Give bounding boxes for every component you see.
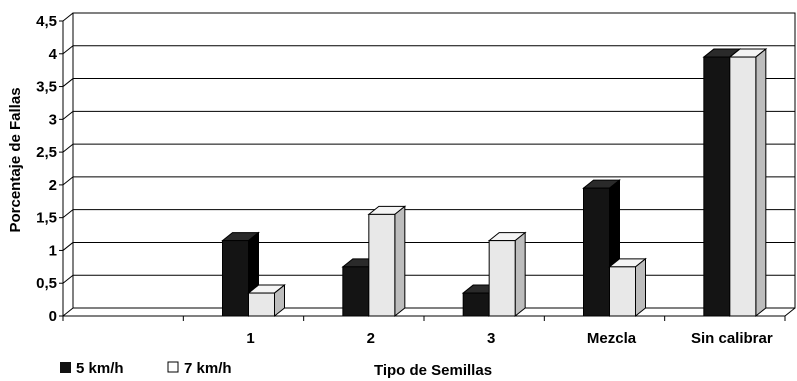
floor-edge [784, 307, 796, 317]
x-tick-label: Sin calibrar [691, 330, 773, 347]
bar-side [394, 205, 406, 318]
x-tick-labels: 1 2 3 Mezcla Sin calibrar [246, 330, 773, 347]
bar-front [222, 240, 249, 317]
x-tick-label: 3 [487, 330, 495, 347]
gridline-side [62, 242, 74, 251]
bar-front [368, 213, 396, 317]
y-tick-label: 3,5 [36, 79, 57, 96]
y-tick-labels: 0 0,5 1 1,5 2 2,5 3 3,5 4 4,5 [36, 13, 58, 325]
axes [59, 20, 796, 321]
y-tick-label: 2,5 [36, 144, 57, 161]
bar-side [755, 48, 767, 318]
bar-7kmh-Mezcla [608, 257, 647, 318]
y-tick-label: 4 [49, 46, 58, 63]
x-tick-label: 2 [367, 330, 375, 347]
bar-5kmh-Mezcla [582, 179, 621, 318]
bar-7kmh-Sin-calibrar [728, 48, 768, 318]
legend-swatch-7kmh [167, 361, 179, 373]
gridline-side [62, 209, 74, 219]
legend-label-7kmh: 7 km/h [184, 360, 232, 377]
legend-swatch-5kmh [60, 362, 71, 373]
x-axis-title: Tipo de Semillas [374, 362, 492, 379]
gridlines [62, 12, 796, 317]
gridline-side [62, 143, 74, 153]
gridline-side [62, 12, 74, 22]
gridline-side [62, 45, 74, 55]
y-axis-title: Porcentaje de Fallas [7, 87, 24, 232]
bar-side [635, 257, 646, 318]
y-tick-label: 3 [49, 111, 57, 128]
bar-7kmh-1 [247, 284, 286, 318]
y-tick-label: 0 [49, 308, 57, 325]
bar-front [583, 187, 610, 317]
plot-frame [72, 12, 796, 309]
gridline-side [62, 307, 74, 317]
bar-front [462, 292, 490, 317]
bar-front [703, 56, 731, 317]
x-tick-label: Mezcla [587, 330, 637, 347]
legend-label-5kmh: 5 km/h [76, 360, 124, 377]
bar-7kmh-2 [367, 205, 407, 318]
bar-front [488, 240, 516, 317]
bar-front [609, 266, 636, 317]
legend: 5 km/h 7 km/h [60, 360, 232, 377]
bar-side [514, 231, 526, 318]
gridline-side [62, 176, 74, 186]
y-tick-label: 4,5 [36, 13, 57, 30]
gridline-side [62, 274, 74, 284]
bars [221, 48, 768, 318]
y-tick-label: 1,5 [36, 210, 57, 227]
gridline-side [62, 78, 74, 87]
bar-7kmh-3 [487, 231, 527, 318]
y-tick-label: 1 [49, 242, 57, 259]
gridline-side [62, 110, 74, 120]
x-tick-label: 1 [246, 330, 254, 347]
bar-front [248, 292, 275, 317]
y-tick-label: 2 [49, 177, 57, 194]
bar-front [729, 56, 757, 317]
bar-front [342, 266, 370, 317]
y-tick-label: 0,5 [36, 275, 57, 292]
